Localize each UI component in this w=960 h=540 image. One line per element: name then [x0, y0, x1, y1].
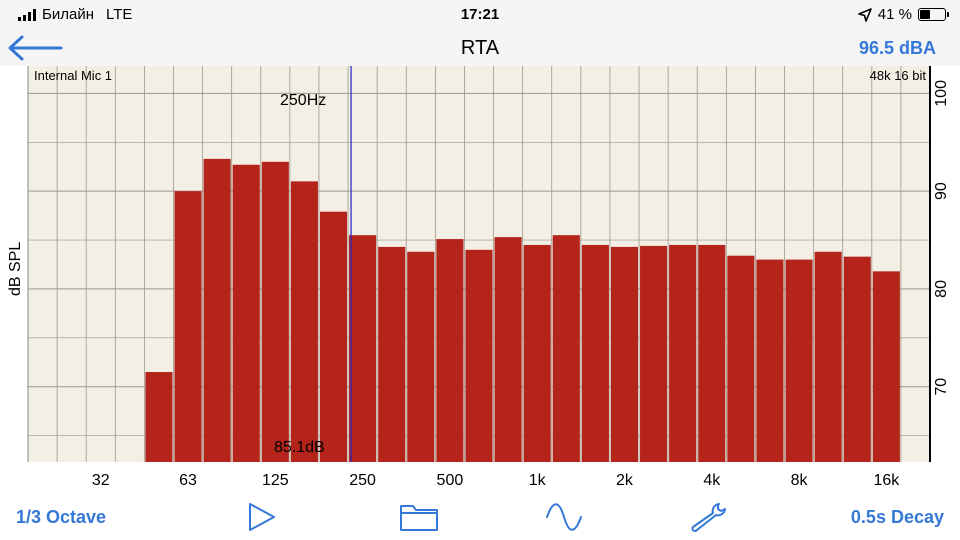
back-button[interactable] — [6, 34, 64, 62]
page-title: RTA — [460, 37, 500, 59]
x-tick-label: 63 — [179, 472, 197, 489]
x-tick-label: 125 — [262, 472, 289, 489]
band-bar — [756, 259, 784, 462]
band-bar — [698, 244, 726, 462]
settings-button[interactable] — [688, 502, 728, 532]
nav-bar: RTA 96.5 dBA — [0, 30, 960, 66]
rta-chart[interactable]: 70 80 90 100 32 63 125 250 500 1k 2k 4k 8k 16k Inter… — [0, 66, 960, 494]
folder-button[interactable] — [399, 502, 439, 532]
band-bar — [581, 244, 609, 462]
battery-icon — [918, 8, 949, 21]
play-button[interactable] — [242, 502, 282, 532]
band-bar — [669, 244, 697, 462]
y-tick-label: 100 — [933, 80, 950, 107]
battery-percent: 41 % — [877, 6, 912, 23]
band-bar — [872, 271, 900, 462]
cursor-frequency-label: 250Hz — [280, 92, 326, 109]
band-bar — [436, 239, 464, 462]
band-bar — [814, 251, 842, 462]
waveform-button[interactable] — [544, 502, 584, 532]
rta-chart-svg[interactable]: 70 80 90 100 32 63 125 250 500 1k 2k 4k 8k 16k Inter… — [0, 66, 960, 494]
x-tick-label: 8k — [791, 472, 809, 489]
status-left: Билайн LTE — [18, 6, 132, 23]
band-bar — [407, 251, 435, 462]
x-tick-label: 2k — [616, 472, 634, 489]
band-bar — [552, 235, 580, 462]
y-tick-label: 80 — [933, 280, 950, 298]
band-bar — [610, 246, 639, 462]
x-tick-label: 250 — [349, 472, 376, 489]
back-arrow-icon — [8, 35, 63, 61]
band-bar — [349, 235, 377, 462]
band-bar — [145, 372, 173, 462]
band-bar — [174, 191, 202, 462]
band-bar — [843, 256, 871, 462]
decay-button[interactable]: 0.5s Decay — [850, 506, 944, 527]
carrier-name: Билайн — [42, 6, 94, 23]
x-tick-label: 16k — [873, 472, 900, 489]
signal-icon — [18, 8, 36, 21]
band-bar — [290, 181, 318, 462]
band-bar — [261, 161, 289, 463]
status-right: 41 % — [857, 6, 949, 23]
y-tick-label: 70 — [933, 378, 950, 396]
band-bar — [785, 259, 813, 462]
play-icon — [249, 503, 275, 531]
x-tick-label: 4k — [703, 472, 721, 489]
status-bar: Билайн LTE 17:21 41 % — [0, 0, 960, 30]
band-bar — [232, 164, 260, 462]
band-bar — [319, 211, 348, 462]
wrench-icon — [691, 503, 726, 532]
spl-readout[interactable]: 96.5 dBA — [858, 38, 936, 58]
x-tick-label: 32 — [92, 472, 110, 489]
y-tick-label: 90 — [933, 182, 950, 200]
x-tick-label: 500 — [437, 472, 464, 489]
band-bar — [727, 255, 755, 462]
cursor-level-label: 85.1dB — [274, 439, 325, 456]
bottom-toolbar: 1/3 Octave 0.5s Decay — [0, 494, 960, 540]
y-axis-label: dB SPL — [7, 242, 24, 296]
input-label: Internal Mic 1 — [34, 68, 112, 83]
folder-icon — [400, 505, 438, 531]
clock: 17:21 — [460, 6, 500, 23]
format-label: 48k 16 bit — [870, 68, 927, 83]
location-arrow-icon — [857, 7, 872, 22]
network-type: LTE — [105, 6, 133, 23]
band-bar — [465, 249, 493, 462]
band-bar — [523, 244, 551, 462]
band-bar — [640, 245, 668, 462]
band-bar — [494, 237, 522, 462]
band-bar — [378, 246, 406, 462]
octave-resolution-button[interactable]: 1/3 Octave — [16, 506, 107, 527]
waveform-icon — [546, 503, 582, 531]
x-tick-label: 1k — [529, 472, 547, 489]
band-bar — [203, 158, 231, 462]
